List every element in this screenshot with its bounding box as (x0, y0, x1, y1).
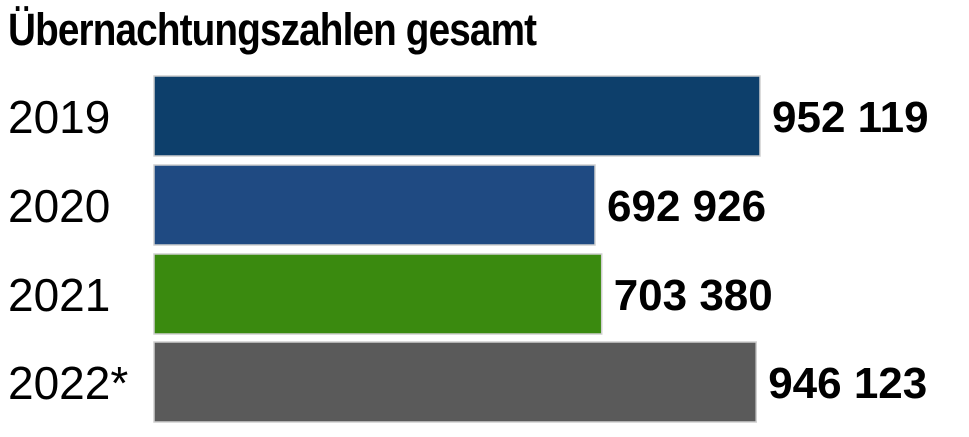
chart-title: Übernachtungszahlen gesamt (8, 4, 537, 55)
category-label: 2020 (8, 180, 110, 232)
bar-2021 (153, 253, 603, 335)
bar-2020 (153, 164, 596, 246)
category-label: 2019 (8, 91, 110, 143)
bar-2019 (153, 75, 761, 157)
category-label: 2021 (8, 269, 110, 321)
value-label: 692 926 (607, 182, 766, 231)
category-label: 2022* (8, 357, 128, 409)
value-label: 946 123 (768, 359, 927, 408)
value-label: 952 119 (772, 93, 929, 142)
bar-2022 (153, 341, 757, 423)
value-label: 703 380 (614, 271, 773, 320)
